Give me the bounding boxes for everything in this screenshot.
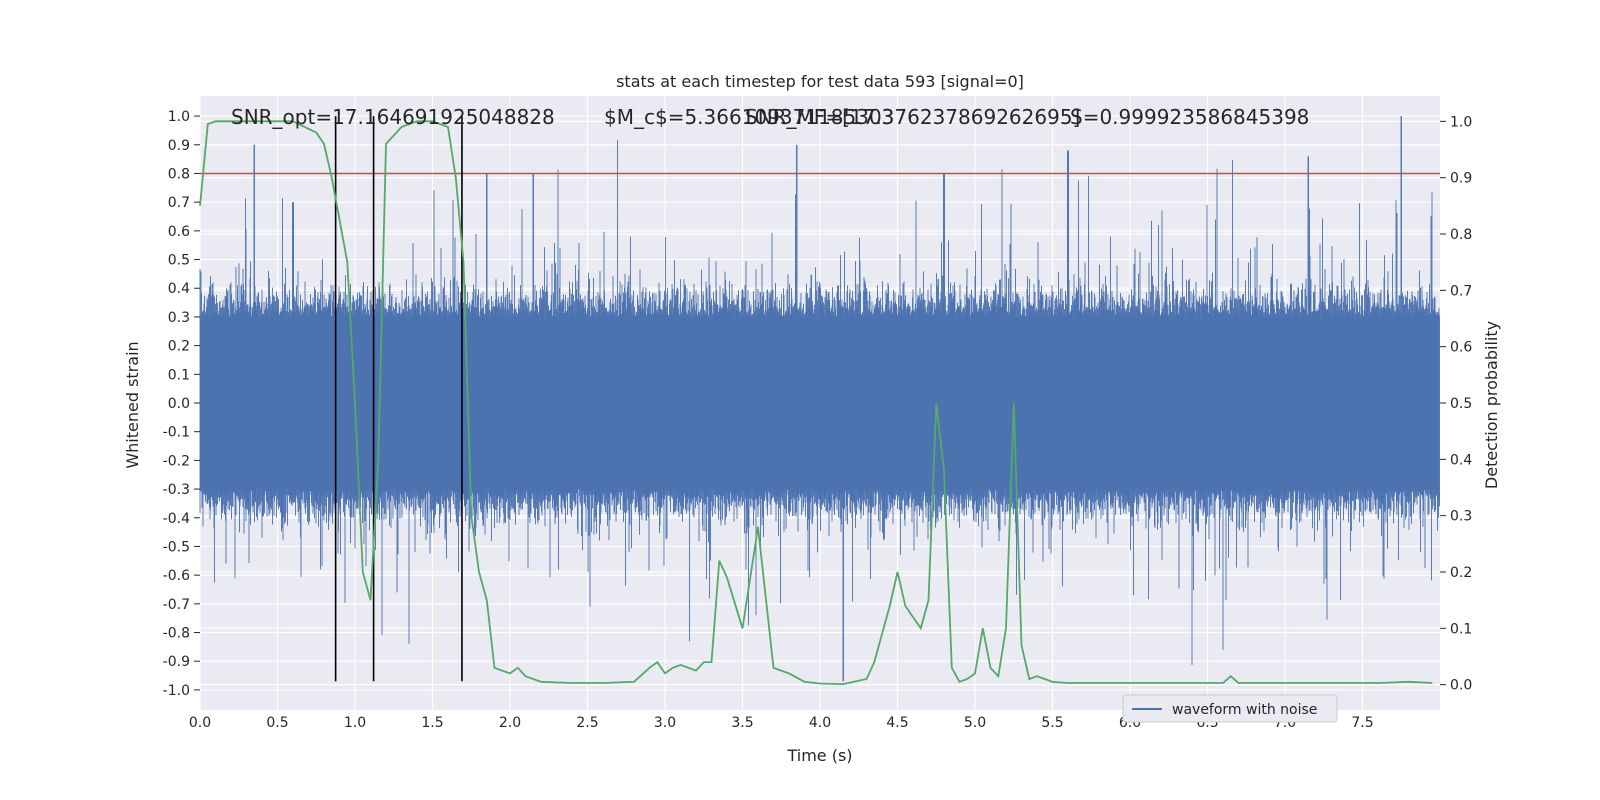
right-tick-label: 0.3 [1450,509,1472,525]
left-tick-label: 0.9 [168,138,190,154]
x-tick-label: 1.0 [344,715,366,731]
left-tick-label: -0.8 [163,626,190,642]
chart-title: stats at each timestep for test data 593… [616,72,1024,91]
right-tick-label: 0.9 [1450,171,1472,187]
right-tick-label: 0.1 [1450,621,1472,637]
left-tick-label: -0.2 [163,453,190,469]
x-tick-label: 4.5 [886,715,908,731]
x-tick-label: 2.0 [499,715,521,731]
left-tick-label: 0.2 [168,339,190,355]
x-tick-label: 0.0 [189,715,211,731]
x-tick-label: 3.0 [654,715,676,731]
x-tick-label: 5.0 [964,715,986,731]
legend-box [1122,694,1338,723]
right-tick-label: 0.0 [1450,678,1472,694]
left-tick-label: 0.5 [168,253,190,269]
left-tick-label: -0.6 [163,568,190,584]
x-axis-label: Time (s) [786,746,852,765]
left-tick-label: -0.4 [163,511,190,527]
left-tick-label: 0.7 [168,195,190,211]
right-axis-label: Detection probability [1482,321,1501,489]
snr-mf-annotation: SNR_MF=[17.376237869262695] [745,105,1080,129]
x-tick-label: 2.5 [576,715,598,731]
left-axis-ticks: 1.0 0.9 0.8 0.7 0.6 0.5 0.4 0.3 0.2 0.1 0.0 -0.1 -0.… [163,109,200,699]
left-tick-label: 0.4 [168,281,190,297]
x-tick-label: 5.5 [1041,715,1063,731]
left-tick-label: -0.7 [163,597,190,613]
waveform-series [199,116,1440,682]
right-tick-label: 0.4 [1450,452,1472,468]
legend: waveform with noise [1122,694,1338,723]
x-tick-label: 0.5 [266,715,288,731]
left-tick-label: 0.1 [168,367,190,383]
left-tick-label: 0.8 [168,166,190,182]
left-tick-label: 0.3 [168,310,190,326]
probability-series [199,120,1433,686]
right-tick-label: 0.8 [1450,227,1472,243]
right-axis-ticks: 0.0 0.1 0.2 0.3 0.4 0.5 0.6 0.7 0.8 0.9 1.0 [1440,114,1472,694]
left-tick-label: 0.6 [168,224,190,240]
marker-lines [334,116,463,682]
left-tick-label: -0.5 [163,539,190,555]
x-tick-label: 4.0 [809,715,831,731]
left-axis-label: Whitened strain [123,341,142,468]
probability-line [199,120,1433,686]
right-tick-label: 0.6 [1450,340,1472,356]
left-tick-label: -0.3 [163,482,190,498]
left-tick-label: 0.0 [168,396,190,412]
right-tick-label: 0.7 [1450,283,1472,299]
x-tick-label: 1.5 [421,715,443,731]
waveform-trace [199,116,1440,682]
x-tick-label: 7.5 [1351,715,1373,731]
right-tick-label: 0.5 [1450,396,1472,412]
left-tick-label: -1.0 [163,683,190,699]
x-tick-label: 3.5 [731,715,753,731]
snr-opt-annotation: SNR_opt=17.164691925048828 [231,105,555,129]
left-tick-label: -0.1 [163,425,190,441]
left-tick-label: 1.0 [168,109,190,125]
chirp-mass-annotation: $M_c$=5.366109371185303 [604,105,894,129]
right-tick-label: 1.0 [1450,114,1472,130]
left-tick-label: -0.9 [163,654,190,670]
legend-label: waveform with noise [1172,702,1317,718]
right-tick-label: 0.2 [1450,565,1472,581]
score-annotation: S=0.999923586845398 [1070,105,1309,129]
